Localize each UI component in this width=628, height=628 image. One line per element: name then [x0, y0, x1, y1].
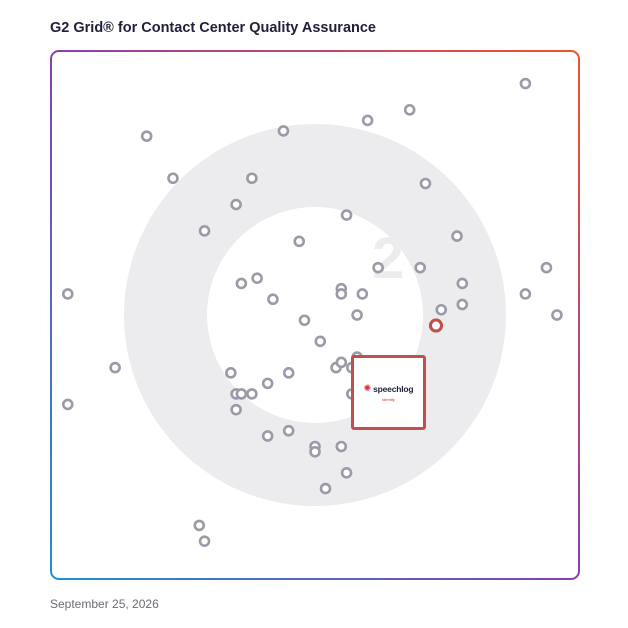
product-point[interactable] — [198, 535, 211, 547]
product-point[interactable] — [335, 288, 348, 300]
product-point[interactable] — [540, 261, 553, 274]
speechlog-logo: ✺ speechlog — [364, 384, 414, 394]
product-point[interactable] — [246, 388, 258, 400]
product-point[interactable] — [298, 314, 311, 327]
product-point[interactable] — [314, 335, 327, 348]
product-point[interactable] — [261, 377, 274, 390]
report-date: September 25, 2026 — [50, 597, 159, 611]
product-point[interactable] — [456, 277, 469, 290]
product-point[interactable] — [319, 482, 332, 495]
highlighted-product-card[interactable]: ✺ speechlog identify — [351, 355, 426, 430]
product-point[interactable] — [282, 367, 295, 379]
chart-title: G2 Grid® for Contact Center Quality Assu… — [50, 20, 376, 36]
product-point[interactable] — [372, 261, 384, 274]
highlighted-product-point[interactable] — [428, 318, 443, 333]
speechlog-name: speechlog — [373, 383, 414, 394]
product-point[interactable] — [140, 130, 153, 142]
product-point[interactable] — [451, 230, 463, 242]
svg-text:2: 2 — [372, 226, 404, 291]
product-point[interactable] — [235, 388, 248, 400]
speechlog-logo-icon: ✺ — [363, 383, 372, 393]
product-point[interactable] — [335, 356, 348, 369]
product-point[interactable] — [198, 225, 211, 237]
product-point[interactable] — [267, 293, 279, 306]
product-point[interactable] — [519, 288, 532, 300]
product-point[interactable] — [109, 361, 121, 374]
product-points-group — [61, 77, 563, 547]
product-point[interactable] — [551, 309, 563, 321]
product-point[interactable] — [361, 114, 374, 127]
product-point[interactable] — [251, 272, 263, 284]
product-point[interactable] — [403, 104, 416, 116]
product-point[interactable] — [293, 235, 306, 248]
product-point[interactable] — [456, 298, 469, 311]
product-point[interactable] — [246, 172, 258, 185]
product-point[interactable] — [335, 440, 348, 453]
grid-frame — [50, 50, 580, 580]
product-point[interactable] — [261, 430, 274, 442]
product-point[interactable] — [356, 288, 369, 300]
product-point[interactable] — [414, 261, 427, 274]
product-point[interactable] — [282, 424, 295, 437]
product-point[interactable] — [435, 303, 448, 316]
product-point[interactable] — [235, 277, 248, 290]
product-point[interactable] — [340, 466, 353, 479]
product-point[interactable] — [230, 403, 242, 416]
product-point[interactable] — [340, 209, 353, 221]
speechlog-tagline: identify — [382, 396, 395, 402]
product-point[interactable] — [167, 172, 179, 185]
product-point[interactable] — [61, 288, 74, 300]
product-point[interactable] — [225, 367, 237, 379]
product-point[interactable] — [61, 398, 74, 411]
product-point[interactable] — [351, 309, 363, 321]
product-point[interactable] — [419, 177, 432, 190]
product-point[interactable] — [309, 445, 321, 458]
product-point[interactable] — [230, 198, 242, 211]
product-point[interactable] — [193, 519, 206, 532]
product-point[interactable] — [519, 77, 532, 90]
product-point[interactable] — [277, 125, 290, 137]
